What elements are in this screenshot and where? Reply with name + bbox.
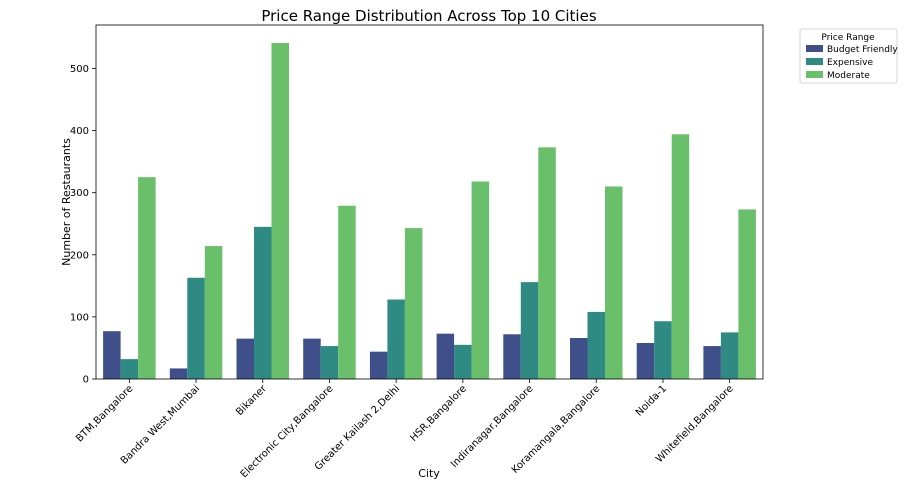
bar-expensive-3 bbox=[320, 346, 339, 379]
bar-budget-friendly-7 bbox=[570, 338, 588, 379]
x-tick-label: BTM,Bangalore bbox=[74, 383, 135, 444]
bar-moderate-2 bbox=[271, 43, 289, 379]
chart-title: Price Range Distribution Across Top 10 C… bbox=[261, 7, 596, 25]
bar-expensive-8 bbox=[654, 321, 672, 379]
bar-expensive-6 bbox=[520, 282, 539, 379]
bar-budget-friendly-8 bbox=[636, 342, 655, 379]
plot-frame bbox=[95, 24, 764, 380]
bar-budget-friendly-3 bbox=[303, 338, 321, 379]
bar-moderate-9 bbox=[738, 209, 756, 379]
bar-expensive-9 bbox=[720, 332, 739, 379]
legend-label: Budget Friendly bbox=[827, 45, 898, 55]
x-tick-label: Whitefield,Bangalore bbox=[654, 383, 736, 465]
bar-expensive-5 bbox=[454, 344, 472, 379]
bar-budget-friendly-0 bbox=[103, 331, 121, 379]
bar-moderate-6 bbox=[538, 147, 556, 379]
bar-budget-friendly-9 bbox=[703, 346, 721, 379]
y-tick-label: 200 bbox=[70, 250, 89, 261]
bar-budget-friendly-2 bbox=[236, 338, 254, 379]
bar-budget-friendly-5 bbox=[436, 333, 455, 379]
bar-budget-friendly-1 bbox=[169, 368, 188, 379]
y-tick-label: 0 bbox=[83, 375, 89, 386]
bar-moderate-7 bbox=[605, 186, 623, 379]
y-ticks-group: 0 100 200 300 400 500 bbox=[70, 64, 96, 386]
bar-moderate-8 bbox=[671, 134, 690, 379]
legend-swatch bbox=[806, 45, 823, 52]
bar-expensive-2 bbox=[254, 226, 272, 379]
bar-moderate-1 bbox=[204, 246, 223, 379]
x-tick-label: HSR,Bangalore bbox=[408, 383, 469, 444]
bar-moderate-0 bbox=[138, 177, 156, 379]
y-tick-label: 100 bbox=[70, 312, 89, 323]
legend: Price Range Budget Friendly Expensive Mode… bbox=[799, 28, 898, 84]
y-tick-label: 500 bbox=[70, 64, 89, 75]
bar-expensive-4 bbox=[387, 299, 405, 379]
bar-moderate-5 bbox=[471, 181, 490, 379]
x-tick-label: Noida-1 bbox=[634, 383, 669, 418]
y-tick-label: 300 bbox=[70, 188, 89, 199]
bar-expensive-0 bbox=[120, 359, 139, 379]
legend-swatch bbox=[806, 58, 823, 65]
bar-expensive-7 bbox=[587, 311, 605, 379]
y-tick-label: 400 bbox=[70, 126, 89, 137]
bar-budget-friendly-4 bbox=[369, 351, 388, 379]
x-tick-label: Bikaner bbox=[234, 383, 269, 418]
bar-expensive-1 bbox=[187, 277, 205, 379]
legend-label: Expensive bbox=[827, 58, 873, 68]
legend-title: Price Range bbox=[821, 33, 875, 43]
bar-moderate-4 bbox=[404, 228, 423, 379]
bar-budget-friendly-6 bbox=[503, 334, 521, 379]
x-tick-label: Bandra West,Mumbai bbox=[119, 383, 202, 466]
bars-group bbox=[103, 43, 756, 379]
y-axis-label: Number of Restaurants bbox=[60, 138, 73, 266]
legend-label: Moderate bbox=[827, 71, 870, 81]
legend-frame bbox=[799, 28, 898, 84]
x-axis-label: City bbox=[418, 467, 440, 480]
legend-swatch bbox=[806, 71, 823, 78]
bar-moderate-3 bbox=[338, 205, 356, 379]
